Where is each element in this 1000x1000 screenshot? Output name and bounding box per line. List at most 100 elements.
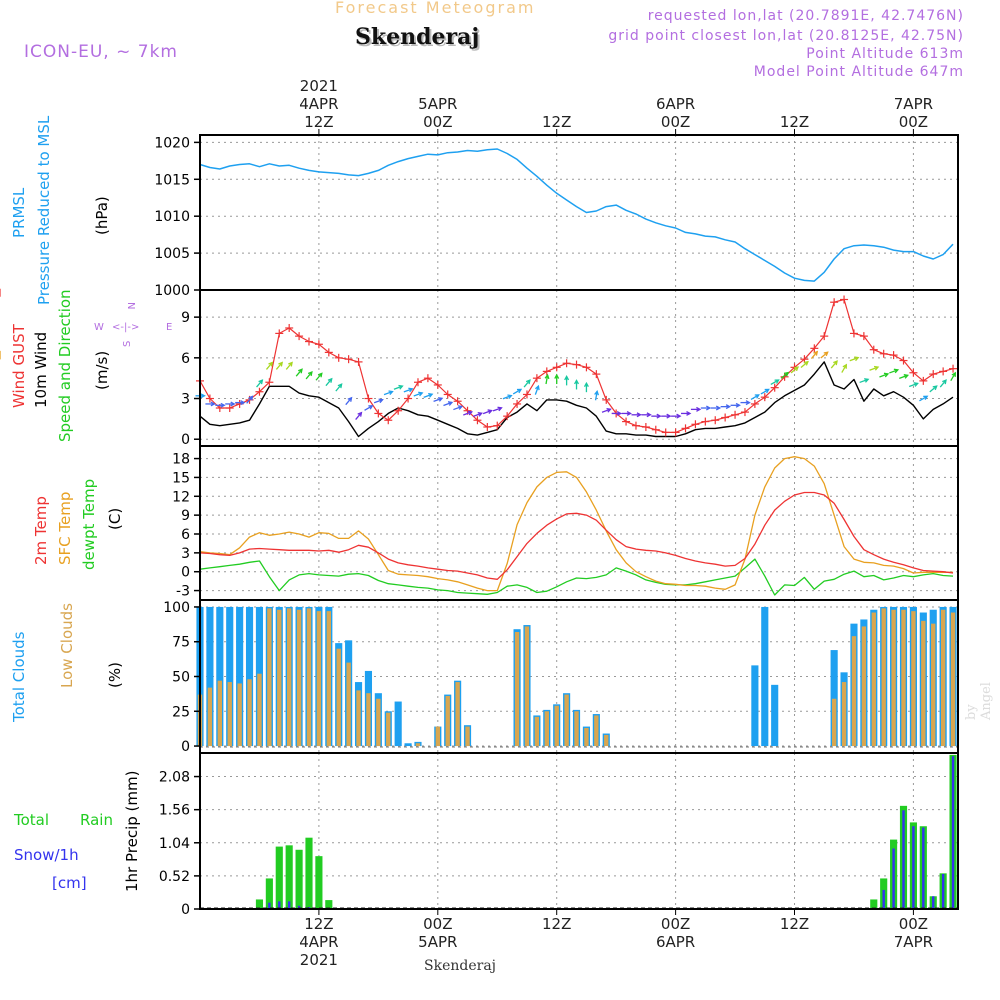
low-cloud-bar [881, 608, 886, 747]
low-cloud-bar [386, 712, 391, 747]
total-cloud-bar [394, 701, 402, 747]
pressure-label-2: Pressure Reduced to MSL [35, 115, 53, 305]
low-cloud-bar [277, 609, 282, 747]
gust-point [324, 348, 333, 357]
wind10m-line [199, 361, 954, 438]
wind-direction-arrow [534, 384, 540, 395]
precip-panel [200, 754, 958, 909]
wind-direction-arrow [235, 400, 246, 406]
rain-bar [325, 900, 333, 909]
panel-frame-4 [199, 752, 959, 910]
low-cloud-bar [594, 715, 599, 747]
arrow-shaft [800, 361, 809, 368]
total-cloud-bar [761, 606, 769, 747]
arrow-shaft [950, 372, 956, 382]
wind-direction-arrow [950, 371, 956, 382]
ytick-label: 75 [172, 635, 190, 651]
ytick-label: 0 [181, 902, 190, 918]
arrow-shaft [594, 391, 598, 401]
arrow-head [288, 361, 293, 367]
low-cloud-bar [911, 611, 916, 747]
ytick-label: 0 [181, 739, 190, 755]
gust-point [453, 397, 462, 406]
gust-point [493, 421, 502, 430]
bottom-time-label: 00Z [423, 915, 452, 933]
ytick-label: -3 [176, 584, 190, 600]
ytick-label: 0 [181, 565, 190, 581]
wind-direction-arrow [423, 393, 434, 398]
arrow-shaft [335, 383, 343, 392]
wind-direction-arrow [443, 401, 454, 407]
arrow-head [854, 356, 860, 362]
ytick-label: 9 [181, 508, 190, 524]
low-cloud-bar [891, 609, 896, 747]
gust-point [443, 390, 452, 399]
total-cloud-bar [216, 606, 224, 747]
arrow-head [477, 412, 483, 417]
arrow-head [646, 412, 652, 418]
wind-direction-arrow [710, 405, 722, 411]
wind-direction-arrow [335, 383, 343, 392]
wind-direction-arrow [523, 379, 531, 388]
arrow-head [248, 395, 254, 401]
bottom-time-label: 7APR [894, 933, 933, 951]
gust-point [423, 374, 432, 383]
t2m-label: 2m Temp [32, 496, 50, 565]
snow-bar [951, 756, 955, 909]
ytick-label: 1010 [154, 209, 190, 225]
gust-point [602, 395, 611, 404]
arrow-shaft [841, 364, 847, 373]
wind-direction-arrow [879, 372, 890, 378]
ytick-label: 9 [181, 310, 190, 326]
arrow-shaft [780, 372, 789, 379]
low-cloud-bar [247, 679, 252, 747]
low-cloud-bar [296, 609, 302, 747]
wind-direction-arrow [611, 410, 623, 416]
gust-point [641, 423, 650, 432]
bottom-time-label: 4APR [299, 933, 338, 951]
ytick-label: 18 [172, 452, 190, 468]
wind-direction-arrow [433, 397, 444, 403]
arrow-head [554, 373, 560, 379]
arrow-shaft [790, 366, 799, 374]
arrow-head [666, 413, 672, 419]
wind-direction-arrow [750, 394, 760, 400]
ytick-label: 1015 [154, 172, 190, 188]
wind-direction-arrow [554, 373, 560, 385]
gust-point [711, 416, 720, 425]
total-cloud-bar [830, 650, 838, 747]
wind-direction-arrow [621, 410, 632, 416]
low-cloud-bar [514, 631, 520, 747]
low-cloud-bar [940, 609, 946, 747]
wind-direction-arrow [315, 372, 323, 381]
wind-direction-arrow [919, 395, 929, 402]
wind-direction-arrow [800, 360, 809, 368]
wind-direction-arrow [908, 382, 919, 388]
t2m-line [199, 491, 954, 580]
ytick-label: 3 [181, 546, 190, 562]
gust-point [622, 417, 631, 426]
ytick-label: 1005 [154, 246, 190, 262]
gust-point [582, 363, 591, 372]
total-cloud-bar [245, 606, 254, 747]
gust-point [503, 412, 512, 421]
gust-point [760, 393, 769, 402]
gust-point [750, 399, 759, 408]
gust-point [334, 353, 343, 362]
ytick-label: 0 [181, 432, 190, 448]
panel-frame-0 [199, 134, 959, 291]
snow-bar [932, 896, 935, 909]
ytick-label: 100 [163, 600, 190, 616]
snow-bar [912, 826, 915, 909]
wind-direction-arrow [564, 375, 570, 386]
arrow-shaft [534, 385, 540, 395]
compass-rose: N S W E <-|-> [94, 302, 172, 347]
wind-direction-arrow [631, 412, 642, 418]
panel-labels: PRMSL Pressure Reduced to MSL (hPa) Wind… [10, 115, 172, 892]
wind-direction-arrow [265, 361, 274, 370]
gust-point [681, 424, 690, 433]
gust-point [572, 360, 581, 369]
low-cloud-bar [544, 711, 549, 747]
pressure-line [199, 148, 954, 282]
